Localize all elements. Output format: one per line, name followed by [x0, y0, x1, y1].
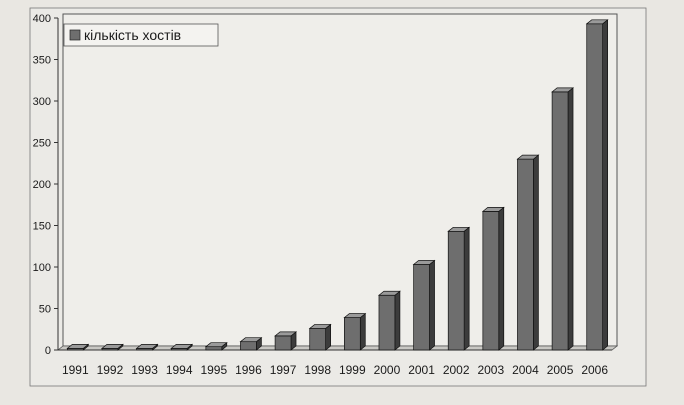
bar-top: [135, 343, 159, 349]
y-tick-label: 350: [33, 55, 51, 67]
legend-label: кількість хостів: [84, 27, 181, 43]
y-tick-label: 0: [45, 345, 51, 357]
x-tick-label: 1997: [270, 363, 297, 377]
bar-front: [309, 328, 327, 351]
bar: [274, 331, 298, 351]
bar-front: [274, 335, 292, 351]
bar-top: [66, 343, 90, 349]
bar: [66, 343, 90, 351]
bar-front: [343, 317, 361, 351]
x-tick-label: 1992: [97, 363, 124, 377]
bars: [66, 19, 609, 351]
bar-front: [551, 91, 569, 351]
bar: [308, 323, 332, 351]
y-tick-label: 300: [33, 96, 51, 108]
bar: [516, 154, 540, 351]
bar-top: [377, 290, 401, 296]
bar: [481, 206, 505, 351]
bar-front: [586, 23, 604, 351]
bar: [100, 343, 124, 351]
bar: [135, 343, 159, 351]
bar-top: [343, 313, 367, 318]
bar-top: [551, 87, 575, 93]
bar-side: [359, 312, 366, 351]
bar-front: [413, 264, 430, 351]
y-tick-label: 50: [39, 304, 51, 316]
legend-box: [63, 23, 219, 47]
bar-side: [463, 226, 470, 351]
bar: [204, 341, 228, 351]
x-tick-label: 2006: [581, 363, 608, 377]
y-axis-ticks: 0 50 100 150 200 250 300 350 400: [33, 13, 58, 357]
bar-top: [481, 207, 505, 212]
x-axis-ticks: 1991 1992 1993 1994 1995 1996 1997 1998 1999 2000…: [62, 363, 608, 377]
y-tick-label: 200: [33, 179, 51, 191]
bar-front: [447, 230, 465, 351]
x-tick-label: 1994: [166, 363, 193, 377]
legend: кількість хостів: [63, 23, 219, 47]
bar: [239, 336, 263, 351]
x-tick-label: 1991: [62, 363, 89, 377]
bar-side: [429, 259, 435, 351]
bar: [447, 226, 471, 351]
bar: [377, 290, 401, 351]
y-tick-label: 400: [33, 13, 51, 25]
x-tick-label: 1993: [131, 363, 158, 377]
bar-top: [308, 324, 332, 329]
bar-top: [447, 226, 471, 232]
bar: [585, 19, 609, 351]
bar-top: [239, 337, 263, 343]
x-tick-label: 2003: [477, 363, 504, 377]
bar-side: [394, 290, 401, 351]
bar-top: [412, 260, 436, 265]
x-tick-label: 1999: [339, 363, 366, 377]
bar-top: [204, 342, 228, 348]
bar-side: [498, 206, 505, 351]
x-tick-label: 2004: [512, 363, 539, 377]
y-tick-label: 250: [33, 138, 51, 150]
bar-side: [567, 87, 574, 351]
bar-front: [205, 346, 223, 351]
bar-front: [240, 341, 257, 351]
bar: [343, 312, 367, 351]
bar-front: [517, 158, 534, 351]
bar-top: [585, 19, 609, 25]
x-tick-label: 1996: [235, 363, 262, 377]
y-tick-label: 100: [33, 262, 51, 274]
bar-side: [602, 19, 609, 351]
bar: [170, 343, 194, 351]
x-tick-label: 2001: [408, 363, 435, 377]
bar-top: [274, 331, 298, 337]
bar-front: [378, 294, 396, 351]
bar: [551, 87, 575, 351]
x-tick-label: 1998: [304, 363, 331, 377]
x-tick-label: 1995: [200, 363, 227, 377]
x-tick-label: 2002: [443, 363, 470, 377]
legend-swatch: [69, 29, 81, 41]
bar-top: [100, 343, 124, 349]
bar-top: [170, 343, 194, 349]
bar-side: [533, 154, 539, 351]
x-tick-label: 2000: [374, 363, 401, 377]
bar: [412, 259, 436, 351]
bar-top: [516, 154, 540, 160]
bar-front: [482, 211, 500, 351]
x-tick-label: 2005: [547, 363, 574, 377]
y-tick-label: 150: [33, 221, 51, 233]
